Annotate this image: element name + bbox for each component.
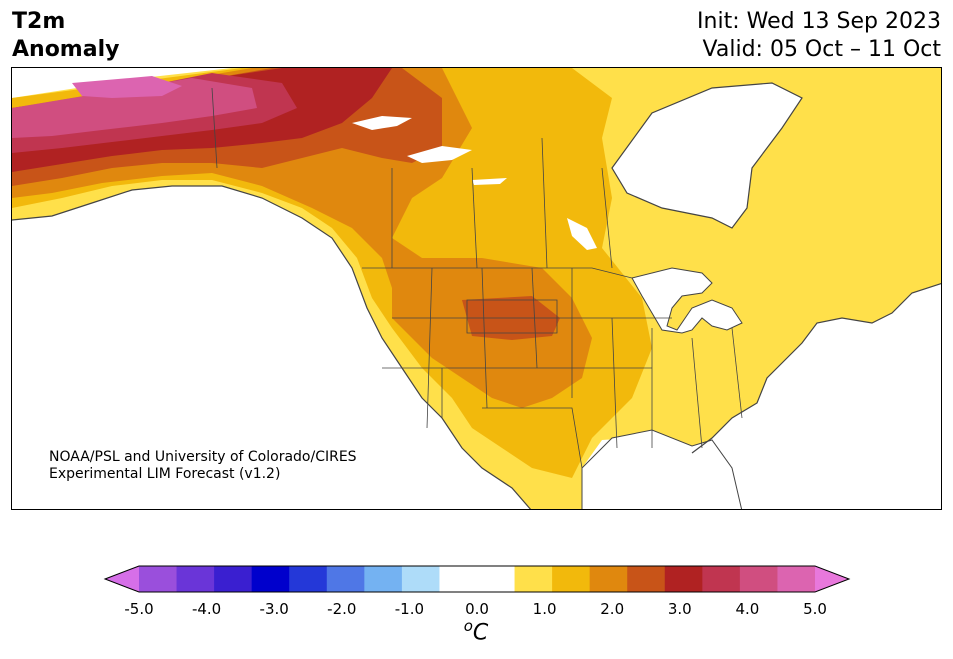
- colorbar-bin: [777, 566, 816, 592]
- colorbar-tick-label: 1.0: [532, 600, 557, 618]
- lake-winnipeg: [567, 218, 597, 250]
- colorbar-tick-label: -3.0: [259, 600, 289, 618]
- valid-range: Valid: 05 Oct – 11 Oct: [702, 37, 941, 62]
- colorbar-tick-label: 2.0: [600, 600, 625, 618]
- hudson-bay: [611, 82, 803, 229]
- colorbar-bin: [514, 566, 553, 592]
- east-coastline: [691, 283, 941, 454]
- lake-athabasca: [472, 178, 507, 185]
- unit-label: oC: [464, 617, 489, 645]
- great-bear-lake: [352, 116, 412, 130]
- colorbar-outline: [103, 565, 851, 593]
- anomaly-band-4p5-5: [72, 76, 182, 98]
- coastline: [12, 185, 532, 509]
- colorbar-tick-label: 4.0: [735, 600, 760, 618]
- credit-line-1: NOAA/PSL and University of Colorado/CIRE…: [49, 449, 357, 465]
- credit-text: NOAA/PSL and University of Colorado/CIRE…: [49, 449, 357, 483]
- great-slave-lake: [407, 146, 472, 163]
- unit-superscript: o: [463, 617, 473, 635]
- title-line-2: Anomaly: [12, 37, 120, 62]
- colorbar-bin: [176, 566, 215, 592]
- great-lakes: [631, 267, 743, 334]
- credit-line-2: Experimental LIM Forecast (v1.2): [49, 466, 281, 482]
- colorbar-tick-label: 0.0: [465, 600, 489, 618]
- colorbar-bin: [552, 566, 591, 592]
- colorbar: [103, 565, 851, 593]
- colorbar-bin: [477, 566, 516, 592]
- gulf-of-mexico: [581, 429, 743, 509]
- political-borders: [211, 87, 743, 469]
- colorbar-extend-low: [105, 566, 139, 592]
- anomaly-map: [11, 67, 942, 510]
- colorbar-bin: [364, 566, 403, 592]
- colorbar-bin: [289, 566, 328, 592]
- colorbar-tick-label: 3.0: [667, 600, 692, 618]
- colorbar-bin: [139, 566, 178, 592]
- colorbar-bin: [739, 566, 778, 592]
- colorbar-bin: [214, 566, 253, 592]
- colorbar-bin: [251, 566, 290, 592]
- map-title: T2m Anomaly: [12, 8, 119, 64]
- colorbar-bin: [589, 566, 628, 592]
- init-date: Init: Wed 13 Sep 2023: [697, 9, 941, 34]
- colorbar-bin: [326, 566, 365, 592]
- colorbar-tick-label: 5.0: [803, 600, 827, 618]
- colorbar-tick-label: -4.0: [191, 600, 222, 618]
- colorbar-tick-label: -5.0: [124, 600, 154, 618]
- forecast-dates: Init: Wed 13 Sep 2023 Valid: 05 Oct – 11…: [697, 8, 941, 64]
- colorbar-extend-high: [815, 566, 849, 592]
- unit-base: C: [472, 620, 489, 646]
- colorbar-tick-label: -2.0: [327, 600, 357, 618]
- colorbar-bin: [439, 566, 478, 592]
- title-line-1: T2m: [12, 9, 66, 34]
- anomaly-map-canvas: [12, 68, 941, 509]
- colorbar-bin: [702, 566, 741, 592]
- colorbar-bin: [401, 566, 440, 592]
- colorbar-bin: [664, 566, 703, 592]
- colorbar-tick-label: -1.0: [394, 600, 425, 618]
- anomaly-band-4-4p5: [12, 78, 257, 138]
- colorbar-bin: [627, 566, 666, 592]
